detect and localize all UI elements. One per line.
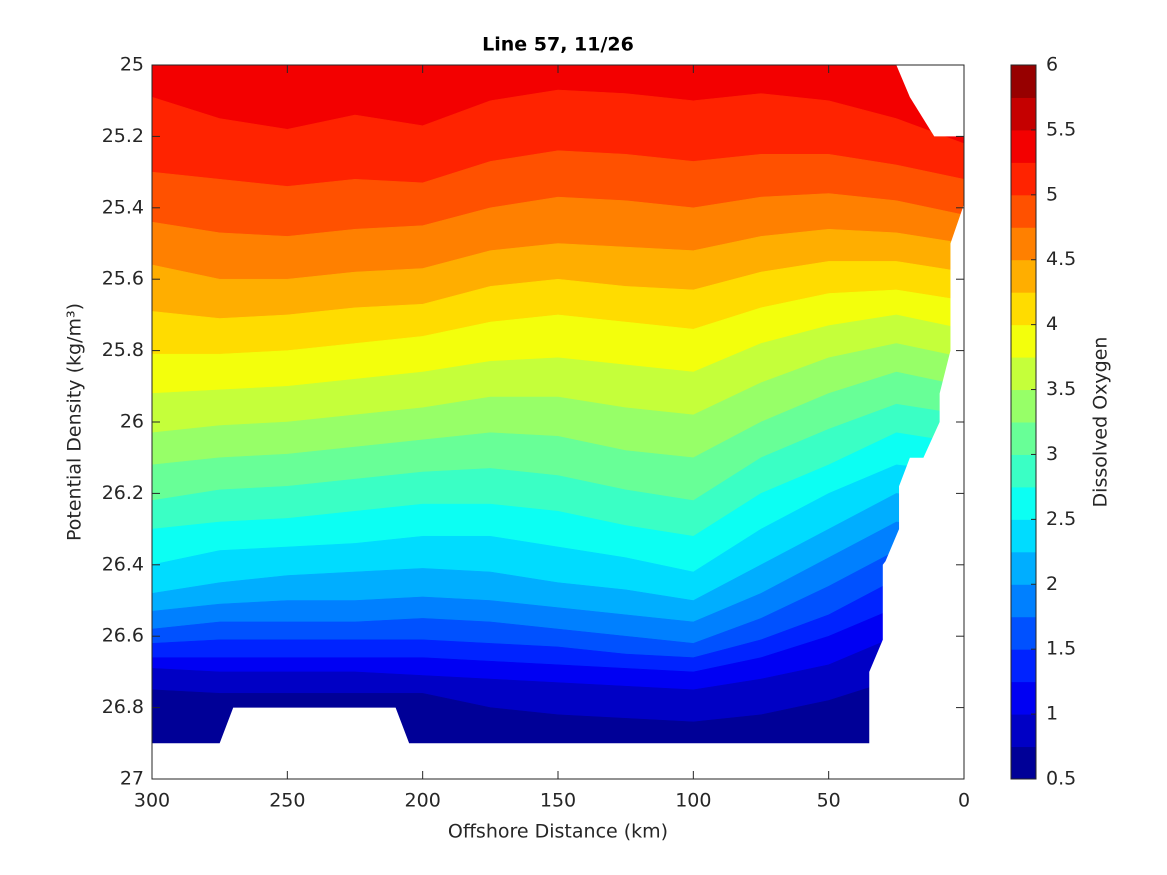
- y-tick-label: 26.4: [102, 553, 144, 575]
- colorbar-tick-label: 1: [1046, 703, 1058, 725]
- x-tick-label: 200: [405, 790, 441, 812]
- no-data-region: [152, 204, 964, 780]
- y-tick-label: 25: [120, 54, 144, 76]
- y-axis-label: Potential Density (kg/m³): [64, 303, 86, 541]
- x-axis-label: Offshore Distance (km): [448, 821, 668, 843]
- no-data-region: [896, 65, 964, 137]
- colorbar-segment: [1011, 324, 1036, 358]
- y-tick-label: 25.8: [102, 339, 144, 361]
- colorbar-tick-label: 2: [1046, 573, 1058, 595]
- colorbar-segment: [1011, 454, 1036, 488]
- x-tick-label: 50: [817, 790, 841, 812]
- colorbar-segment: [1011, 551, 1036, 585]
- y-tick-label: 26.8: [102, 696, 144, 718]
- colorbar-tick-label: 3: [1046, 443, 1058, 465]
- colorbar-tick-label: 4: [1046, 313, 1058, 335]
- colorbar-segment: [1011, 292, 1036, 326]
- colorbar-tick-label: 2.5: [1046, 508, 1076, 530]
- y-tick-label: 26.2: [102, 482, 144, 504]
- colorbar-segment: [1011, 746, 1036, 780]
- colorbar-segment: [1011, 714, 1036, 748]
- colorbar-segment: [1011, 616, 1036, 650]
- colorbar-segment: [1011, 227, 1036, 261]
- colorbar-segment: [1011, 584, 1036, 618]
- y-tick-label: 25.4: [102, 196, 144, 218]
- x-tick-label: 0: [958, 790, 970, 812]
- y-tick-label: 26.6: [102, 625, 144, 647]
- chart-title: Line 57, 11/26: [482, 34, 634, 56]
- x-tick-label: 100: [675, 790, 711, 812]
- colorbar-segment: [1011, 162, 1036, 196]
- y-tick-label: 25.2: [102, 125, 144, 147]
- colorbar-segment: [1011, 649, 1036, 683]
- y-tick-label: 26: [120, 411, 144, 433]
- colorbar-segment: [1011, 389, 1036, 423]
- plot-area: [151, 65, 965, 780]
- colorbar-tick-label: 5: [1046, 183, 1058, 205]
- colorbar-box: [1010, 64, 1037, 780]
- colorbar-tick-label: 5.5: [1046, 118, 1076, 140]
- y-tick-label: 27: [120, 768, 144, 790]
- colorbar-tick-label: 6: [1046, 54, 1058, 76]
- colorbar-segment: [1011, 129, 1036, 163]
- colorbar-segment: [1011, 486, 1036, 520]
- x-tick-label: 300: [134, 790, 170, 812]
- colorbar-tick-label: 0.5: [1046, 768, 1076, 790]
- colorbar-segment: [1011, 681, 1036, 715]
- colorbar-segment: [1011, 357, 1036, 391]
- x-tick-label: 250: [269, 790, 305, 812]
- colorbar-label: Dissolved Oxygen: [1090, 337, 1112, 508]
- colorbar-tick-label: 3.5: [1046, 378, 1076, 400]
- colorbar-segment: [1011, 259, 1036, 293]
- colorbar-tick-label: 4.5: [1046, 248, 1076, 270]
- y-tick-label: 25.6: [102, 268, 144, 290]
- colorbar-segment: [1011, 97, 1036, 131]
- colorbar-segment: [1011, 194, 1036, 228]
- x-tick-label: 150: [540, 790, 576, 812]
- colorbar-segment: [1011, 422, 1036, 455]
- colorbar-segment: [1011, 519, 1036, 553]
- colorbar-tick-label: 1.5: [1046, 638, 1076, 660]
- colorbar-segment: [1011, 65, 1036, 98]
